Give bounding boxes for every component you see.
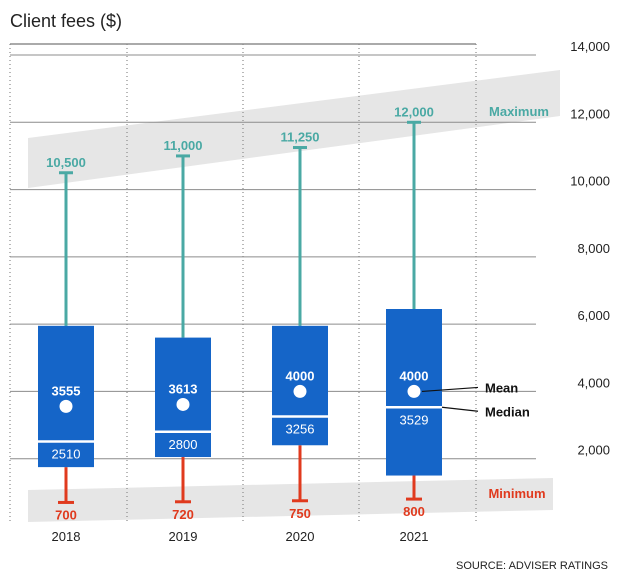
mean-legend-label: Mean (485, 380, 518, 395)
min-value: 800 (403, 504, 425, 519)
box-2019: 2800 3613 11,000 720 (155, 138, 211, 522)
max-value: 11,000 (163, 138, 202, 153)
mean-value: 3555 (52, 383, 81, 398)
median-value: 2800 (169, 437, 198, 452)
median-leader-line (441, 406, 479, 412)
minimum-band-label: Minimum (488, 486, 545, 501)
y-tick-label: 8,000 (577, 241, 610, 256)
mean-marker (293, 384, 307, 398)
mean-value: 4000 (286, 368, 315, 383)
min-value: 750 (289, 506, 311, 521)
y-axis-ticks: 2,000 4,000 6,000 8,000 10,000 12,000 14,000 (570, 39, 610, 458)
max-value: 11,250 (280, 130, 319, 145)
median-value: 2510 (52, 447, 81, 462)
mean-value: 3613 (169, 381, 198, 396)
minimum-band (28, 478, 553, 522)
y-tick-label: 2,000 (577, 443, 610, 458)
box-body (155, 337, 211, 458)
box-2020: 3256 4000 11,250 750 (272, 130, 328, 521)
min-value: 700 (55, 507, 77, 522)
chart-title: Client fees ($) (10, 11, 122, 31)
mean-marker (407, 384, 421, 398)
maximum-band-label: Maximum (489, 104, 549, 119)
mean-value: 4000 (400, 368, 429, 383)
shaded-bands: Maximum Minimum (28, 70, 560, 522)
box-body (38, 325, 94, 468)
grid-lines (9, 43, 536, 524)
source-note: SOURCE: ADVISER RATINGS (456, 560, 608, 572)
median-legend-label: Median (485, 404, 530, 419)
mean-leader-line (421, 386, 479, 393)
y-tick-label: 12,000 (570, 106, 610, 121)
y-tick-label: 4,000 (577, 375, 610, 390)
y-tick-label: 14,000 (570, 39, 610, 54)
x-category-label: 2019 (169, 529, 198, 544)
min-value: 720 (172, 507, 194, 522)
y-tick-label: 6,000 (577, 308, 610, 323)
mean-median-legend: Mean Median (421, 380, 530, 419)
max-value: 10,500 (46, 155, 86, 170)
median-value: 3256 (286, 421, 315, 436)
mean-marker (59, 399, 73, 413)
box-series: 2510 3555 10,500 700 2800 3613 11,000 720 3256 40… (38, 104, 442, 522)
box-2018: 2510 3555 10,500 700 (38, 155, 94, 522)
mean-marker (176, 397, 190, 411)
x-axis-categories: 2018 2019 2020 2021 (52, 529, 429, 544)
x-category-label: 2020 (286, 529, 315, 544)
max-value: 12,000 (394, 104, 434, 119)
x-category-label: 2021 (400, 529, 429, 544)
y-tick-label: 10,000 (570, 174, 610, 189)
median-value: 3529 (400, 412, 429, 427)
box-2021: 3529 4000 12,000 800 (386, 104, 442, 519)
maximum-band (28, 70, 560, 188)
x-category-label: 2018 (52, 529, 81, 544)
